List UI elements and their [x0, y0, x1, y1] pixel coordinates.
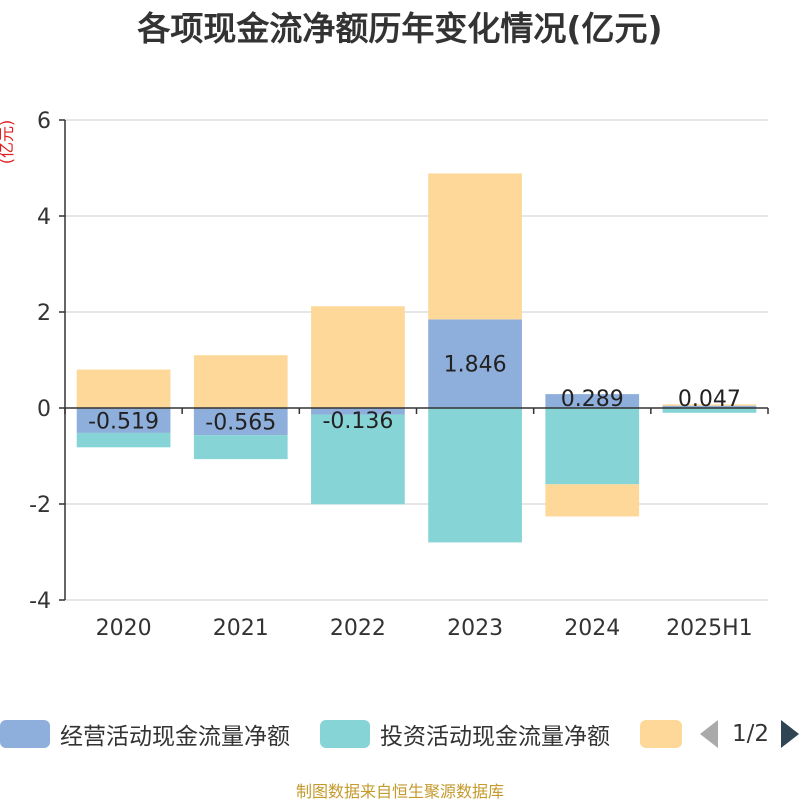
- x-tick-label: 2023: [447, 616, 503, 641]
- data-label: 0.047: [678, 387, 741, 412]
- bar: [193, 355, 288, 408]
- bar: [662, 408, 757, 413]
- y-tick-label: 0: [37, 397, 51, 422]
- bar: [662, 404, 757, 406]
- bar: [76, 408, 171, 433]
- chart-canvas: -4 -2 0 2 4 6 2020 2021 2022 2023 2024 2025H1 -0.519…: [0, 109, 769, 641]
- bar: [76, 432, 171, 448]
- x-tick-label: 2025H1: [666, 616, 753, 641]
- y-tick-label: 2: [37, 301, 51, 326]
- legend-label-investing: 投资活动现金流量净额: [380, 724, 610, 750]
- legend-page-indicator: 1/2: [732, 721, 770, 747]
- x-tick-label: 2022: [330, 616, 386, 641]
- y-tick-label: -2: [29, 493, 51, 518]
- bar: [545, 408, 640, 485]
- legend-swatch-operating: [0, 720, 50, 748]
- previous-page-icon[interactable]: [700, 720, 718, 748]
- data-label: -0.519: [88, 409, 159, 434]
- next-page-icon[interactable]: [781, 720, 800, 748]
- legend-swatch-investing: [320, 720, 370, 748]
- bar: [662, 405, 757, 408]
- x-tick-label: 2024: [564, 616, 620, 641]
- bar: [311, 408, 405, 415]
- bar: [545, 484, 640, 517]
- bar: [193, 435, 288, 460]
- y-axis-label: (亿元): [0, 120, 16, 165]
- y-tick-label: 4: [37, 205, 51, 230]
- data-label: -0.565: [205, 411, 276, 436]
- legend-swatch-financing: [640, 720, 682, 748]
- legend-item-investing[interactable]: 投资活动现金流量净额: [320, 714, 610, 754]
- y-tick-label: -4: [29, 589, 51, 614]
- bar: [193, 408, 288, 436]
- chart-title: 各项现金流净额历年变化情况(亿元): [137, 9, 663, 48]
- data-label: 0.289: [561, 387, 624, 412]
- x-tick-label: 2021: [213, 616, 269, 641]
- bar: [545, 394, 640, 408]
- legend-item-financing[interactable]: [640, 714, 682, 754]
- legend-label-operating: 经营活动现金流量净额: [60, 724, 290, 750]
- bar: [311, 414, 405, 505]
- bar: [311, 306, 405, 408]
- x-tick-label: 2020: [96, 616, 152, 641]
- legend: 经营活动现金流量净额 投资活动现金流量净额 1/2: [0, 714, 800, 754]
- y-tick-label: 6: [37, 109, 51, 134]
- source-note: 制图数据来自恒生聚源数据库: [295, 782, 504, 801]
- legend-pager: 1/2: [700, 714, 800, 754]
- bar: [428, 319, 522, 408]
- bar: [76, 369, 171, 408]
- bar: [428, 408, 522, 543]
- data-label: 1.846: [444, 353, 507, 378]
- data-label: -0.136: [322, 409, 393, 434]
- bar: [428, 173, 522, 320]
- legend-item-operating[interactable]: 经营活动现金流量净额: [0, 714, 290, 754]
